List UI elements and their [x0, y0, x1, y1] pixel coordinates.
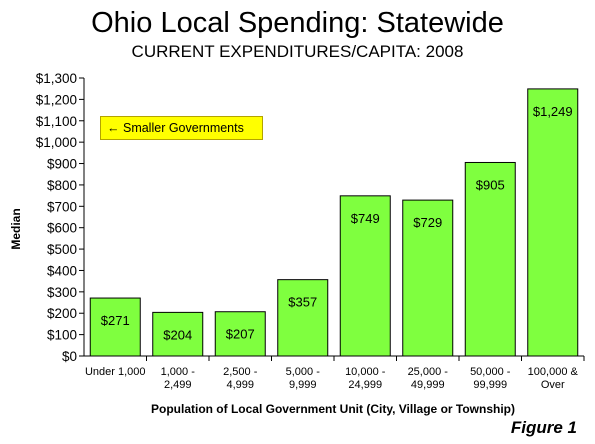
- annotation-text: Smaller Governments: [122, 121, 244, 135]
- category-label: Under 1,000: [85, 366, 146, 378]
- y-tick-label: $400: [47, 263, 77, 278]
- chart-title: Ohio Local Spending: Statewide: [91, 7, 504, 39]
- y-tick-label: $0: [62, 349, 77, 364]
- y-tick-label: $900: [47, 157, 77, 172]
- y-tick-label: $1,300: [36, 71, 77, 86]
- bar: [527, 88, 579, 357]
- bar-value-label: $271: [101, 313, 130, 328]
- y-tick-label: $300: [47, 285, 77, 300]
- bar-value-label: $749: [351, 211, 380, 226]
- bar: [214, 311, 266, 357]
- y-tick-label: $600: [47, 221, 77, 236]
- bar: [402, 199, 454, 357]
- bar: [152, 311, 204, 357]
- category-label: 1,000 -2,499: [161, 366, 196, 391]
- category-label: 50,000 -99,999: [470, 366, 511, 391]
- category-label: 100,000 & Over: [528, 366, 579, 391]
- y-axis-title: Median: [9, 208, 23, 249]
- category-label: 2,500 -4,999: [223, 366, 258, 391]
- bar-value-label: $1,249: [533, 104, 573, 119]
- annotation-callout: ← Smaller Governments: [100, 116, 263, 140]
- y-tick-label: $800: [47, 178, 77, 193]
- data-labels: $271 $204 $207 $357 $749 $729 $905 $1,249: [101, 104, 573, 342]
- bar: [464, 161, 516, 357]
- bar-value-label: $905: [476, 177, 505, 192]
- y-tick-label: $700: [47, 199, 77, 214]
- category-label: 25,000 -49,999: [408, 366, 449, 391]
- x-axis-title: Population of Local Government Unit (Cit…: [151, 402, 515, 416]
- category-label: 5,000 -9,999: [286, 366, 321, 391]
- y-tick-label: $500: [47, 242, 77, 257]
- bar: [339, 195, 391, 357]
- arrow-left-icon: ←: [107, 121, 120, 135]
- y-tick-label: $1,100: [36, 114, 77, 129]
- y-tick-label: $100: [47, 328, 77, 343]
- figure-label: Figure 1: [510, 418, 577, 437]
- bar-value-label: $357: [288, 295, 317, 310]
- chart-subtitle: CURRENT EXPENDITURES/CAPITA: 2008: [131, 42, 464, 61]
- y-axis-ticks: $0 $100 $200 $300 $400 $500 $600 $700 $800 $900 $1…: [36, 71, 84, 364]
- y-tick-label: $1,000: [36, 135, 77, 150]
- x-axis-tick-labels: Under 1,000 1,000 -2,499 2,500 -4,999 5,000…: [85, 356, 585, 391]
- category-label: 10,000 -24,999: [345, 366, 386, 391]
- bar: [277, 279, 329, 357]
- bar-value-label: $204: [163, 327, 192, 342]
- y-tick-label: $200: [47, 306, 77, 321]
- bar-value-label: $207: [226, 327, 255, 342]
- y-tick-label: $1,200: [36, 92, 77, 107]
- bar-value-label: $729: [413, 215, 442, 230]
